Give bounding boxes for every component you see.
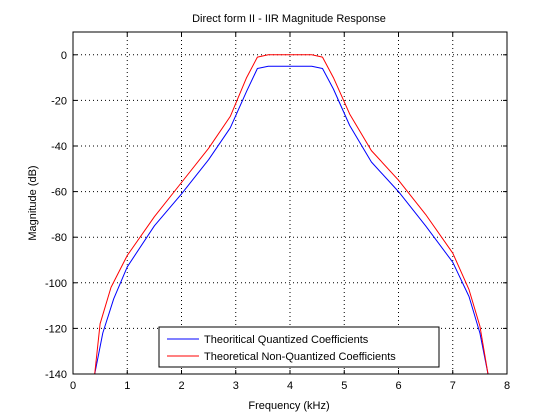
x-tick-label: 6 [395,380,401,392]
legend-box [158,326,440,368]
x-tick-label: 2 [178,380,184,392]
legend-label-2: Theoretical Non-Quantized Coefficients [204,351,396,363]
legend-label-1: Theoritical Quantized Coefficients [204,334,369,346]
x-tick-label: 4 [287,380,293,392]
chart-title: Direct form II - IIR Magnitude Response [192,13,386,25]
y-axis-label: Magnitude (dB) [27,165,39,240]
plot-background [73,32,507,374]
x-tick-label: 1 [124,380,130,392]
y-tick-label: -60 [51,187,67,199]
series-line-1 [94,65,489,375]
x-tick-label: 7 [450,380,456,392]
y-tick-label: 0 [61,50,67,62]
y-tick-label: -20 [51,95,67,107]
y-tick-label: -140 [45,369,67,381]
x-tick-label: 5 [341,380,347,392]
y-tick-label: -100 [45,278,67,290]
x-tick-label: 8 [504,380,510,392]
plot-area: 0 1 2 3 4 5 6 7 8 0 -20 -40 -60 -80 -100 -120 -140 [45,31,510,392]
x-tick-label: 0 [70,380,76,392]
y-tick-label: -80 [51,232,67,244]
legend: Theoritical Quantized Coefficients Theore… [158,326,440,368]
y-tick-label: -40 [51,141,67,153]
y-tick-label: -120 [45,323,67,335]
x-axis-label: Frequency (kHz) [248,400,329,412]
series-line-2 [94,54,489,375]
x-tick-label: 3 [233,380,239,392]
